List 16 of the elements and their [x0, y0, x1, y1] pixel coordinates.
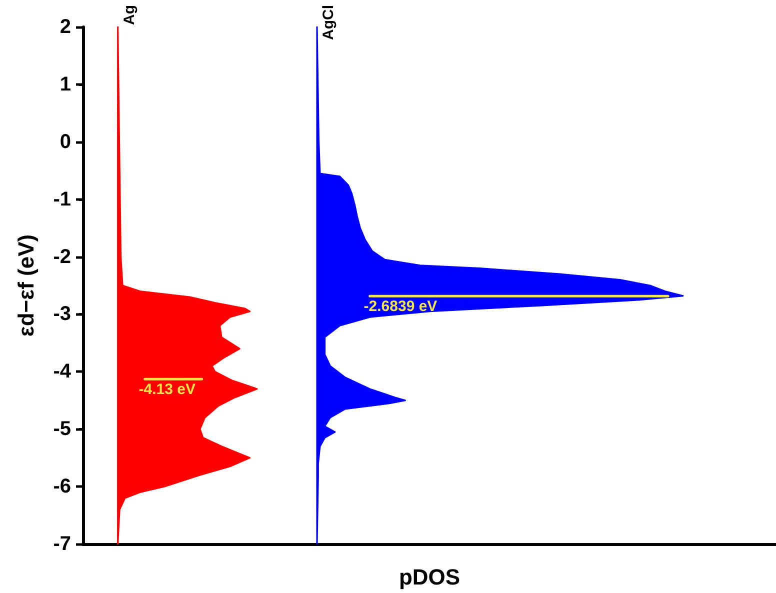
text: Ag: [120, 5, 138, 25]
annotation: -4.13 eV: [138, 381, 196, 398]
y-tick-label: 0: [60, 130, 71, 153]
x-axis-title: pDOS: [398, 564, 460, 590]
y-tick-label: -4: [53, 360, 72, 383]
y-tick-label: 1: [60, 73, 71, 96]
y-tick-label: 2: [60, 16, 71, 38]
y-axis-title: εd−εf (eV): [14, 234, 38, 337]
annotation: -2.6839 eV: [364, 298, 438, 316]
y-tick-label: -5: [53, 418, 71, 440]
y-tick-label: -1: [53, 188, 71, 210]
y-tick-label: -6: [53, 476, 71, 498]
text: AgCl: [320, 5, 337, 40]
y-tick-label: -2: [53, 246, 71, 268]
y-tick-label: -7: [53, 533, 71, 555]
y-tick-label: -3: [53, 303, 71, 326]
